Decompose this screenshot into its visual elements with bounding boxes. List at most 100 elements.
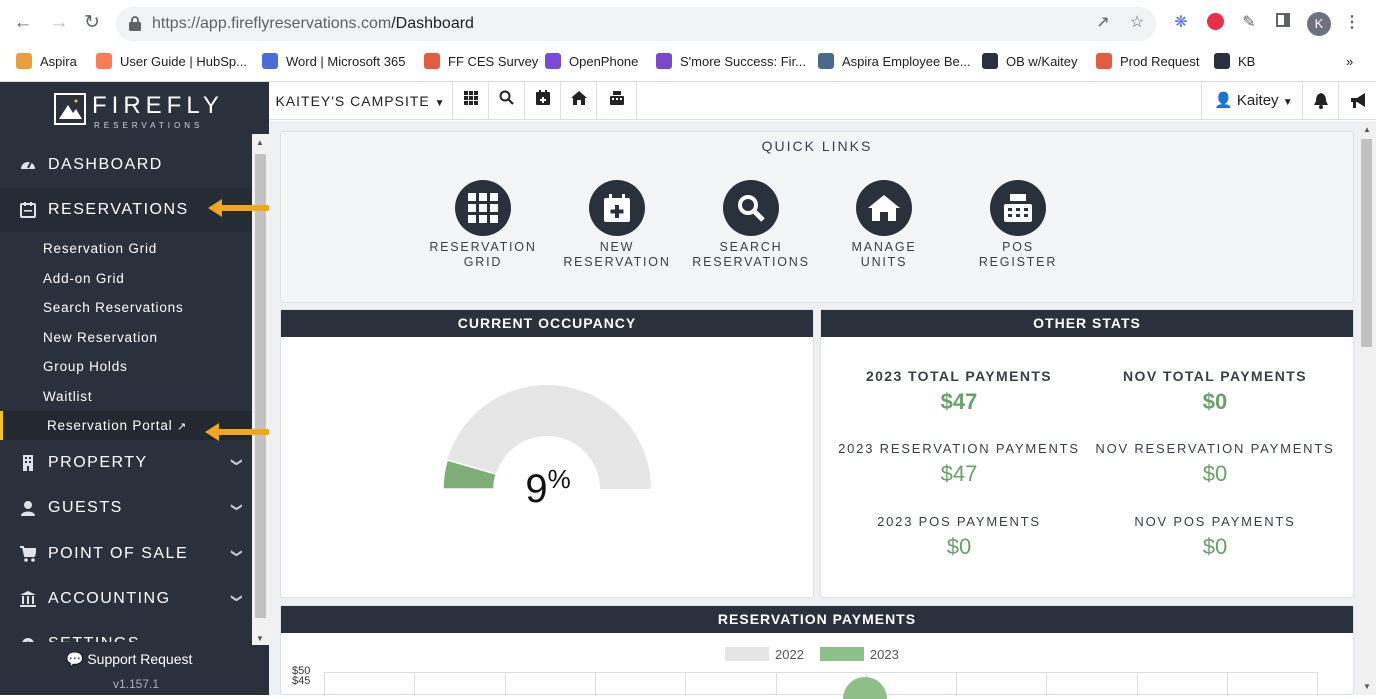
sidebar-item-label: DASHBOARD [48,156,163,173]
quick-link-manage-units[interactable]: MANAGE UNITS [817,180,951,270]
quick-link-new-reservation[interactable]: NEW RESERVATION [550,180,684,270]
calendar-icon [20,202,36,218]
sidebar-item-guests[interactable]: GUESTS ❯ [0,486,252,530]
forward-icon[interactable]: → [49,12,69,33]
grid-column-line [1046,672,1048,696]
campsite-selector[interactable]: KAITEY'S CAMPSITE ▼ [269,82,453,120]
sidebar-item-dashboard[interactable]: DASHBOARD [0,143,252,187]
bookmark-item[interactable]: Aspira Employee Be... [818,52,971,72]
calendar-plus-icon[interactable] [525,82,561,120]
sidebar-subitem-waitlist[interactable]: Waitlist [0,382,252,411]
stat-value: $47 [940,389,978,414]
bookmark-item[interactable]: Prod Request [1096,52,1200,72]
stat-value: $0 [1202,534,1228,559]
scroll-thumb[interactable] [1361,139,1372,347]
back-icon[interactable]: ← [13,12,33,33]
grid-icon[interactable] [453,82,489,120]
sidebar-scrollbar[interactable]: ▲ ▼ [252,134,269,645]
quick-link-line: GRID [463,255,503,269]
bookmark-item[interactable]: OB w/Kaitey [982,52,1078,72]
grid-column-line [685,672,687,696]
main-scrollbar[interactable]: ▲ ▼ [1357,121,1376,695]
user-menu[interactable]: 👤 Kaitey ▼ [1201,82,1303,120]
bell-icon[interactable] [1303,82,1339,120]
quick-link-pos-register[interactable]: POS REGISTER [951,180,1085,270]
app-topbar: KAITEY'S CAMPSITE ▼ 👤 Kaitey ▼ [269,82,1376,120]
bookmark-label: Aspira Employee Be... [842,54,971,69]
annotation-arrow [208,199,295,217]
extension-red-icon[interactable] [1205,13,1225,33]
share-icon[interactable]: ↗ [1096,14,1110,31]
quick-link-line: REGISTER [978,255,1058,269]
sidebar-subitem-search-reservations[interactable]: Search Reservations [0,293,252,322]
extension-icon[interactable]: ❋ [1174,14,1188,31]
bookmark-item[interactable]: Word | Microsoft 365 [262,52,405,72]
grid-column-line [504,672,506,696]
payments-title: RESERVATION PAYMENTS [281,606,1353,633]
sidebar-item-property[interactable]: PROPERTY ❯ [0,441,252,485]
user-icon [21,501,35,516]
stat-item: NOV TOTAL PAYMENTS $0 [1085,368,1345,415]
bookmark-item[interactable]: User Guide | HubSp... [96,52,247,72]
quick-link-reservation-grid[interactable]: RESERVATION GRID [416,180,550,270]
grid-column-line [414,672,416,696]
sidebar-subitem-reservation-grid[interactable]: Reservation Grid [0,234,252,263]
bookmark-item[interactable]: FF CES Survey [424,52,538,72]
quick-link-label: SEARCH RESERVATIONS [684,240,818,270]
grid-column-line [324,672,325,696]
bookmark-item[interactable]: Aspira [16,52,77,72]
stat-item: 2023 RESERVATION PAYMENTS $47 [829,441,1089,487]
sidepanel-icon[interactable] [1273,13,1293,33]
firefly-logo[interactable]: FIREFLY RESERVATIONS [54,90,219,134]
home-icon[interactable] [561,82,597,120]
other-stats-title: OTHER STATS [821,310,1353,337]
stat-item: NOV POS PAYMENTS $0 [1085,514,1345,560]
megaphone-icon[interactable] [1339,82,1376,120]
sidebar-item-settings[interactable]: SETTINGS [0,622,252,642]
support-request[interactable]: 💬 Support Request v1.157.1 [0,645,269,695]
scroll-down-icon[interactable]: ▼ [256,634,264,643]
cash-register-icon[interactable] [597,82,637,120]
profile-avatar[interactable]: K [1307,12,1331,36]
sidebar-item-label: ACCOUNTING [48,590,171,607]
bookmark-label: User Guide | HubSp... [120,54,247,69]
stat-item: NOV RESERVATION PAYMENTS $0 [1085,441,1345,487]
bookmark-favicon-icon [818,53,834,69]
quick-link-line: RESERVATIONS [692,255,810,269]
reload-icon[interactable]: ↻ [84,12,100,33]
sidebar-subitem-group-holds[interactable]: Group Holds [0,352,252,381]
menu-kebab-icon[interactable]: ⋮ [1344,14,1360,31]
scroll-up-icon[interactable]: ▲ [1363,125,1371,134]
quick-link-search-reservations[interactable]: SEARCH RESERVATIONS [684,180,818,270]
bookmark-favicon-icon [1214,53,1230,69]
scroll-up-icon[interactable]: ▲ [256,138,264,147]
sidebar-item-point-of-sale[interactable]: POINT OF SALE ❯ [0,532,252,576]
bookmark-label: OB w/Kaitey [1006,54,1078,69]
grid-column-line [594,672,596,696]
search-icon[interactable] [489,82,525,120]
sidebar-subitem-new-reservation[interactable]: New Reservation [0,323,252,352]
scroll-down-icon[interactable]: ▼ [1363,682,1371,691]
sidebar-item-accounting[interactable]: ACCOUNTING ❯ [0,577,252,621]
legend-item[interactable]: 2023 [819,647,899,662]
address-bar[interactable]: https://app.fireflyreservations.com/Dash… [116,7,1156,41]
sidebar-item-label: POINT OF SALE [48,545,189,562]
sidebar-subitem-add-on-grid[interactable]: Add-on Grid [0,264,252,293]
support-text: Support Request [87,651,193,667]
grid-column-line [1317,672,1319,696]
legend-item[interactable]: 2022 [725,647,804,662]
bookmarks-more-button[interactable]: » [1346,54,1354,69]
bookmark-item[interactable]: OpenPhone [545,52,638,72]
stat-label: 2023 POS PAYMENTS [877,514,1041,529]
bookmark-item[interactable]: S'more Success: Fir... [656,52,806,72]
sidebar-item-label: SETTINGS [48,635,140,642]
bookmark-favicon-icon [16,53,32,69]
gridline [324,672,1317,673]
chart-point [843,677,887,699]
support-label: 💬 Support Request [66,651,192,668]
star-icon[interactable]: ☆ [1129,14,1145,31]
puzzle-icon[interactable]: ✎ [1242,14,1256,31]
y-tick: $50 [292,665,311,677]
scroll-thumb[interactable] [255,154,266,618]
bookmark-item[interactable]: KB [1214,52,1255,72]
